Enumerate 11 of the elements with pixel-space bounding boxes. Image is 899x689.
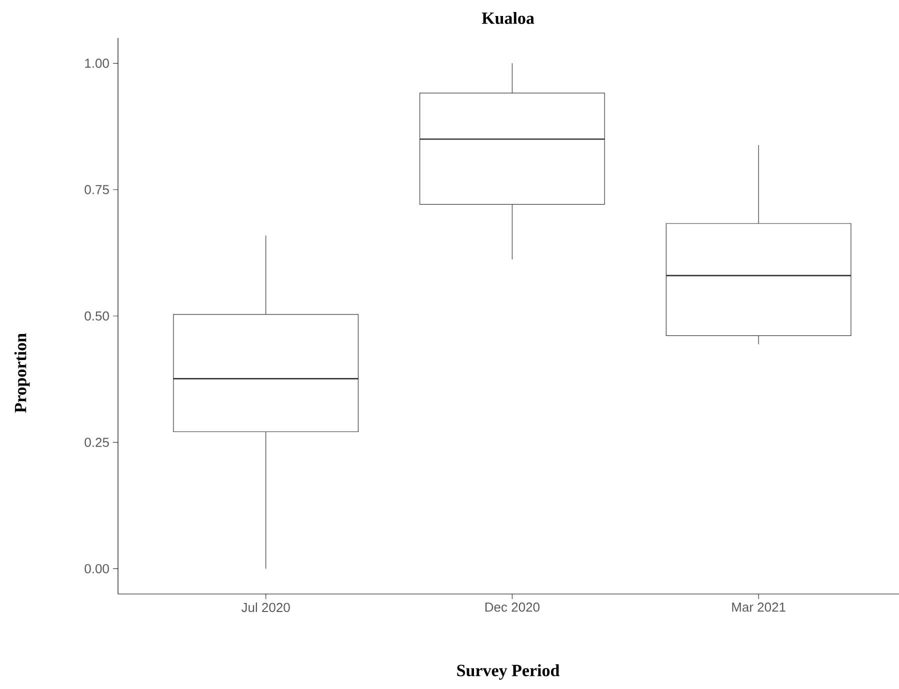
y-tick-label: 0.25 (84, 438, 109, 447)
x-tick-label: Dec 2020 (485, 602, 540, 612)
x-tick-label: Jul 2020 (241, 602, 290, 612)
x-axis-title: Survey Period (457, 664, 560, 680)
y-axis-title: Proportion (14, 333, 30, 413)
y-tick-label: 1.00 (85, 58, 109, 68)
y-tick-label: 0.50 (84, 311, 109, 321)
x-tick-label: Mar 2021 (732, 602, 786, 612)
y-tick-label: 0.00 (84, 564, 109, 574)
y-tick-label: 0.75 (84, 185, 109, 194)
chart-title: Kualoa (482, 12, 534, 24)
